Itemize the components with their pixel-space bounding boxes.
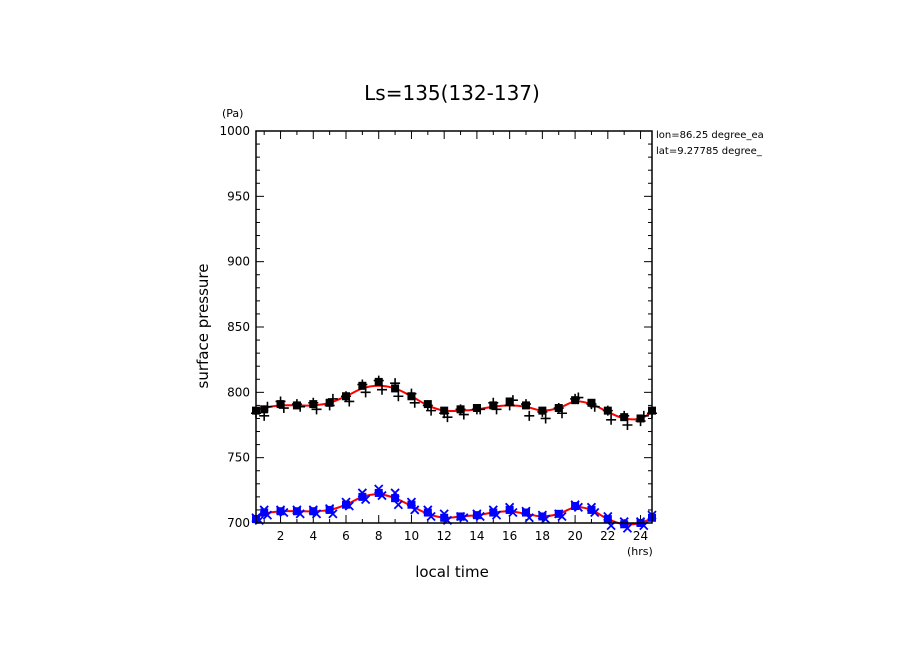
x-axis-label: local time [415,563,489,581]
x-tick-label: 20 [567,529,582,543]
data-point-plus [393,391,404,402]
y-tick-label: 750 [227,451,250,465]
x-tick-label: 6 [342,529,350,543]
x-tick-label: 18 [535,529,550,543]
data-point-plus [507,395,518,406]
data-point-plus [324,400,335,411]
data-point-plus [409,397,420,408]
data-point-plus [327,393,338,404]
data-point-plus [377,384,387,395]
y-tick-label: 950 [227,189,250,203]
plot-frame [255,130,653,524]
data-point-plus [504,400,515,411]
data-point-plus [357,379,368,390]
data-point-plus [638,410,649,421]
y-tick-label: 900 [227,255,250,269]
data-point-plus [622,420,633,430]
data-point-plus [488,397,499,408]
data-point-plus [259,410,270,421]
x-tick-label: 2 [277,529,285,543]
data-point-plus [475,404,486,415]
x-tick-label: 24 [633,529,648,543]
x-tick-label: 10 [404,529,419,543]
data-point-plus [275,396,286,407]
data-point-square [292,507,301,516]
data-point-square [522,508,530,517]
y-tick-label: 850 [227,320,250,334]
data-point-plus [373,375,384,386]
y-tick-label: 700 [227,516,250,530]
data-point-square [456,512,465,521]
data-point-square [571,502,580,511]
data-point-plus [557,408,567,419]
x-tick-label: 12 [437,529,452,543]
data-point-plus [635,416,646,427]
data-point-plus [540,413,551,424]
data-point-square [374,488,383,497]
data-point-plus [524,410,535,421]
x-tick-label: 22 [600,529,615,543]
data-point-square [505,505,514,514]
x-tick-label: 16 [502,529,517,543]
y-tick-label: 1000 [219,124,250,138]
data-point-square [489,508,498,517]
data-point-plus [491,404,502,415]
data-point-plus [278,403,289,414]
data-point-square [309,507,318,516]
data-point-plus [311,404,322,415]
data-point-square [603,515,612,524]
data-point-square [538,512,547,521]
y-tick-label: 800 [227,385,250,399]
x-tick-label: 8 [375,529,383,543]
data-point-plus [295,401,306,412]
data-point-plus [360,387,371,398]
y-axis-unit: (Pa) [222,107,243,120]
lon-annotation: lon=86.25 degree_ea [656,130,764,141]
data-point-plus [308,397,319,408]
data-point-plus [606,414,617,425]
data-point-plus [455,404,466,415]
data-point-square [391,494,400,503]
data-point-plus [262,401,273,412]
data-point-square [260,508,269,517]
data-point-square [276,507,285,516]
data-point-square [587,505,596,514]
data-point-plus [422,400,433,411]
data-point-plus [406,388,417,399]
data-point-plus [573,392,584,403]
data-point-square [325,505,334,514]
y-axis-label: surface pressure [194,264,212,389]
x-axis-unit: (hrs) [627,545,653,558]
data-point-plus [344,396,355,407]
data-point-square [620,520,629,529]
data-point-square [423,508,432,517]
data-point-plus [521,399,531,410]
data-point-plus [537,406,548,417]
data-point-square [407,500,416,509]
data-point-square [554,509,563,518]
data-point-plus [619,410,630,421]
data-point-square [342,500,350,509]
data-point-square [260,405,269,414]
x-tick-label: 4 [309,529,317,543]
data-point-square [472,511,481,520]
chart-title: Ls=135(132-137) [364,81,540,105]
data-point-square [358,492,367,501]
data-point-square [391,384,400,393]
data-point-plus [442,412,453,423]
data-point-square [440,513,449,522]
x-tick-label: 14 [469,529,484,543]
data-point-plus [602,405,613,416]
lat-annotation: lat=9.27785 degree_ [656,146,763,157]
data-point-plus [589,401,600,412]
data-point-plus [458,409,469,420]
data-point-plus [390,378,401,389]
data-point-plus [341,391,351,402]
data-point-plus [553,403,564,414]
data-point-plus [426,405,437,416]
